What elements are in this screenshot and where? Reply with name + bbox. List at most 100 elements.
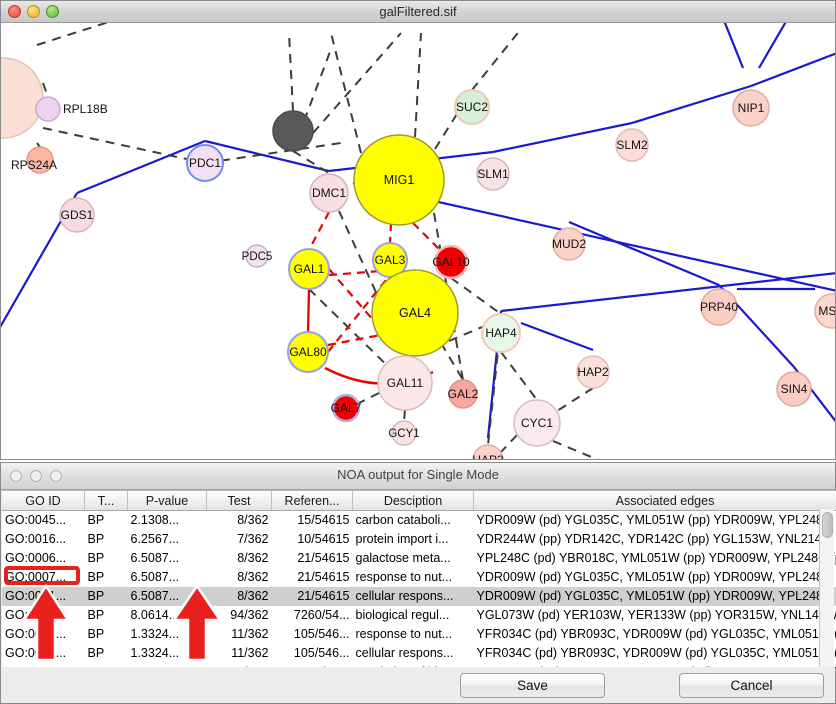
node-GAL1[interactable] [288, 248, 330, 290]
node-label-GCY1: GCY1 [388, 428, 419, 440]
cell-p-value: 1.3324... [130, 646, 180, 660]
table-row[interactable]: GO:0006... BP 6.5087... 8/362 21/54615 g… [2, 549, 836, 568]
results-table[interactable]: GO ID T... P-value Test Referen... Desci… [2, 491, 836, 668]
cell-go-id: GO:0007... [5, 570, 67, 584]
node-NIP1[interactable] [732, 89, 770, 127]
node-HAP3[interactable] [472, 444, 504, 459]
cell-go-id: GO:0006... [5, 551, 67, 565]
node-GDS1[interactable] [59, 197, 95, 233]
node-label-GDS1: GDS1 [61, 208, 94, 222]
cell-description: galactose meta... [355, 551, 451, 565]
node-GAL11[interactable] [377, 355, 433, 411]
node-layer[interactable]: RPL18B RPS24A GDS1 PDC1 PDC5 SUC2 SLM1 S… [1, 57, 835, 459]
cell-description: carbon cataboli... [355, 513, 451, 527]
node-label-GAL2: GAL2 [448, 387, 479, 401]
table-row[interactable]: GO:0016... BP 6.2567... 7/362 10/54615 p… [2, 530, 836, 549]
node-GAL80[interactable] [287, 331, 329, 373]
node-PDC5[interactable] [245, 244, 269, 268]
network-graph[interactable]: RPL18B RPS24A GDS1 PDC1 PDC5 SUC2 SLM1 S… [1, 23, 835, 459]
save-button[interactable]: Save [460, 673, 605, 698]
table-row[interactable]: GO:0031... BP 1.3324... 11/362 105/546..… [2, 625, 836, 644]
node-SLM1[interactable] [476, 157, 510, 191]
noa-output-window: NOA output for Single Mode GO ID T... P-… [0, 462, 836, 704]
zoom-button[interactable] [46, 5, 59, 18]
minimize-button[interactable] [27, 5, 40, 18]
column-header-reference[interactable]: Referen... [271, 491, 353, 511]
node-GAL7[interactable] [331, 393, 361, 423]
node-MIG1[interactable] [353, 134, 445, 226]
cell-reference: 105/546... [293, 627, 350, 641]
node-HAP2[interactable] [576, 355, 610, 389]
column-header-type[interactable]: T... [84, 491, 128, 511]
noa-titlebar[interactable]: NOA output for Single Mode [1, 463, 835, 490]
cell-description: biological regul... [355, 608, 450, 622]
cell-description: response to nut... [355, 627, 453, 641]
noa-close-button[interactable] [10, 470, 22, 482]
cell-test: 11/362 [231, 646, 269, 660]
node-label-PDC5: PDC5 [242, 251, 273, 263]
cell-description: regulation of bi... [353, 663, 474, 668]
node-SUC2[interactable] [454, 89, 490, 125]
table-row-selected[interactable]: GO:0031... BP 6.5087... 8/362 21/54615 c… [2, 587, 836, 606]
node-CYC1[interactable] [513, 399, 561, 447]
node-GAL10[interactable] [433, 244, 469, 280]
column-header-p-value[interactable]: P-value [127, 491, 207, 511]
node-HAP4[interactable] [481, 313, 521, 353]
node-label-HAP2: HAP2 [577, 365, 609, 379]
node-MSI[interactable] [814, 293, 835, 329]
cell-p-value: 8.0614... [130, 608, 180, 622]
table-row[interactable]: GO:0031... BP 1.3324... 11/362 105/546..… [2, 644, 836, 663]
node-label-MSI: MSI [818, 304, 835, 318]
window-titlebar[interactable]: galFiltered.sif [1, 1, 835, 23]
column-header-go-id[interactable]: GO ID [2, 491, 85, 511]
node-RPS24A[interactable] [26, 146, 54, 174]
column-header-test[interactable]: Test [206, 491, 272, 511]
table-row[interactable]: GO:0045... BP 2.1308... 8/362 15/54615 c… [2, 511, 836, 531]
node-RPL18B[interactable] [35, 96, 61, 122]
table-header-row: GO ID T... P-value Test Referen... Desci… [2, 491, 836, 511]
cell-reference: 10/54615 [297, 532, 350, 546]
noa-zoom-button[interactable] [50, 470, 62, 482]
node-MUD2[interactable] [552, 227, 586, 261]
cell-go-id: GO:0065... [5, 608, 67, 622]
column-header-description[interactable]: Desciption [352, 491, 474, 511]
table-vertical-scrollbar[interactable] [819, 509, 834, 667]
close-button[interactable] [8, 5, 21, 18]
table-row[interactable]: GO:0065... BP 8.0614... 94/362 7260/54..… [2, 606, 836, 625]
node-GAL2[interactable] [448, 379, 478, 409]
dashed-edges [36, 23, 599, 459]
node-DMC1[interactable] [309, 173, 349, 213]
node-label-HAP4: HAP4 [485, 326, 517, 340]
cell-description: response to nut... [355, 570, 453, 584]
cell-edges: YGL073W (pd) YER103W, YER133W (pp) YOR31… [476, 608, 836, 622]
network-canvas[interactable]: RPL18B RPS24A GDS1 PDC1 PDC5 SUC2 SLM1 S… [1, 23, 835, 459]
node-GAL4[interactable] [371, 269, 459, 357]
cell-type: BP [87, 570, 105, 584]
noa-minimize-button[interactable] [30, 470, 42, 482]
node-gray-hub[interactable] [272, 110, 314, 152]
node-PRP40[interactable] [700, 288, 738, 326]
node-label-CYC1: CYC1 [521, 416, 553, 430]
node-label-GAL7: GAL7 [331, 401, 362, 415]
window-title: galFiltered.sif [379, 4, 457, 19]
node-unlabeled-pink[interactable] [1, 57, 44, 139]
table-row[interactable]: GO:0050... BP 1.428E... 80/362 5778/54..… [2, 663, 836, 668]
node-SIN4[interactable] [776, 371, 812, 407]
cell-type: BP [87, 513, 105, 527]
table-row[interactable]: GO:0007... BP 6.5087... 8/362 21/54615 r… [2, 568, 836, 587]
node-GAL3[interactable] [372, 242, 408, 278]
cell-test: 94/362 [230, 608, 269, 622]
cell-edges: YDR244W (pp) YDR142C, YDR142C (pp) YGL15… [476, 532, 836, 546]
cell-type: BP [87, 627, 105, 641]
node-PDC1[interactable] [186, 144, 224, 182]
results-table-container[interactable]: GO ID T... P-value Test Referen... Desci… [2, 490, 836, 668]
node-label-SIN4: SIN4 [781, 382, 808, 396]
node-SLM2[interactable] [615, 128, 649, 162]
column-header-associated-edges[interactable]: Associated edges [473, 491, 836, 511]
cancel-button[interactable]: Cancel [679, 673, 824, 698]
node-label-SLM1: SLM1 [477, 167, 509, 181]
node-label-GAL1: GAL1 [294, 262, 325, 276]
scrollbar-thumb[interactable] [822, 512, 833, 538]
node-label-MIG1: MIG1 [384, 173, 415, 187]
node-GCY1[interactable] [391, 420, 417, 446]
